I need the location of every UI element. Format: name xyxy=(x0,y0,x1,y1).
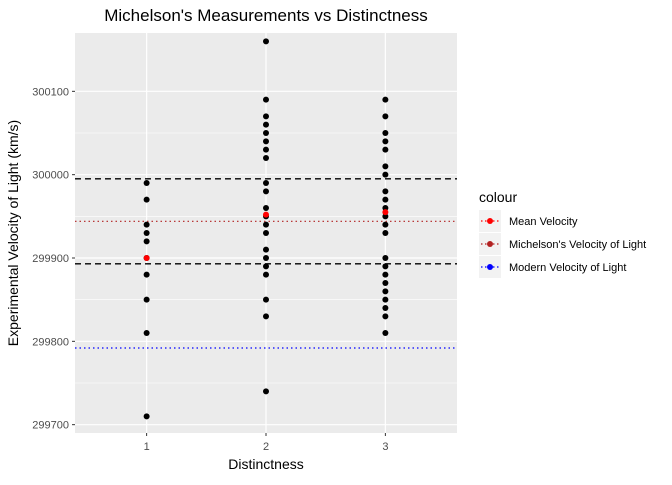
data-point xyxy=(263,255,269,261)
data-point xyxy=(263,113,269,120)
data-point xyxy=(382,296,389,303)
data-point xyxy=(143,238,150,245)
mean-points xyxy=(143,209,389,261)
x-tick-label: 1 xyxy=(144,441,150,453)
legend-dot xyxy=(487,241,493,247)
x-axis: 1 2 3 xyxy=(144,433,388,453)
mean-point xyxy=(143,255,150,261)
legend-label: Modern Velocity of Light xyxy=(509,262,626,274)
data-point xyxy=(263,180,269,186)
mean-point xyxy=(382,209,389,216)
data-point xyxy=(263,146,269,153)
data-point xyxy=(382,288,389,295)
legend-title: colour xyxy=(479,189,517,205)
data-point xyxy=(143,413,150,420)
data-point xyxy=(382,330,389,336)
y-tick-label: 299700 xyxy=(32,420,69,432)
data-point xyxy=(382,213,389,220)
data-point xyxy=(382,255,389,261)
data-point xyxy=(263,138,269,145)
y-tick-label: 299900 xyxy=(32,253,69,265)
data-point xyxy=(382,313,389,320)
legend-dot xyxy=(487,218,493,224)
mean-point xyxy=(263,211,269,218)
legend-label: Mean Velocity xyxy=(509,216,578,228)
data-point xyxy=(263,263,269,270)
data-point xyxy=(263,96,269,103)
data-point xyxy=(263,130,269,136)
legend: colour Mean Velocity Michelson's Velocity… xyxy=(479,189,646,278)
data-point xyxy=(382,280,389,286)
data-point xyxy=(263,313,269,320)
data-point xyxy=(382,96,389,103)
data-point xyxy=(382,205,389,211)
data-point xyxy=(382,113,389,120)
data-point xyxy=(143,230,150,236)
legend-label: Michelson's Velocity of Light xyxy=(509,239,646,251)
data-point xyxy=(143,296,150,303)
data-point xyxy=(263,271,269,278)
data-point xyxy=(263,221,269,228)
data-point xyxy=(143,180,150,186)
data-points xyxy=(143,38,389,420)
data-point xyxy=(382,263,389,270)
data-point xyxy=(382,221,389,228)
data-point xyxy=(382,305,389,311)
legend-dot xyxy=(487,264,493,270)
x-tick-label: 2 xyxy=(263,441,269,453)
data-point xyxy=(143,330,150,336)
data-point xyxy=(263,296,269,303)
data-point xyxy=(263,38,269,45)
y-axis: 299700 299800 299900 300000 300100 xyxy=(32,86,75,432)
y-axis-label: Experimental Velocity of Light (km/s) xyxy=(5,120,21,346)
data-point xyxy=(263,388,269,395)
y-tick-label: 300100 xyxy=(32,86,69,98)
data-point xyxy=(263,246,269,253)
data-point xyxy=(263,188,269,195)
y-tick-label: 300000 xyxy=(32,170,69,182)
data-point xyxy=(382,146,389,153)
chart-title: Michelson's Measurements vs Distinctness xyxy=(104,6,428,25)
data-point xyxy=(382,271,389,278)
data-point xyxy=(382,138,389,145)
data-point xyxy=(263,155,269,161)
data-point xyxy=(382,230,389,236)
data-point xyxy=(263,205,269,211)
data-point xyxy=(143,196,150,203)
data-point xyxy=(382,163,389,170)
data-point xyxy=(382,130,389,136)
data-point xyxy=(143,221,150,228)
data-point xyxy=(143,271,150,278)
x-axis-label: Distinctness xyxy=(228,456,303,472)
data-point xyxy=(382,196,389,203)
x-tick-label: 3 xyxy=(382,441,388,453)
data-point xyxy=(263,230,269,236)
data-point xyxy=(263,121,269,128)
y-tick-label: 299800 xyxy=(32,336,69,348)
data-point xyxy=(382,188,389,195)
data-point xyxy=(382,171,389,178)
